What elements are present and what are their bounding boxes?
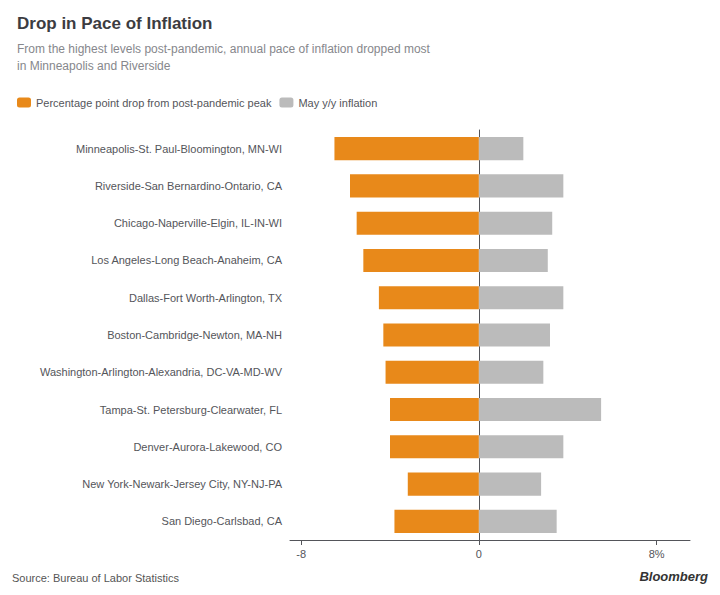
- svg-text:San Diego-Carlsbad, CA: San Diego-Carlsbad, CA: [162, 515, 283, 527]
- svg-text:8%: 8%: [649, 548, 665, 560]
- svg-text:Dallas-Fort Worth-Arlington, T: Dallas-Fort Worth-Arlington, TX: [129, 292, 283, 304]
- svg-text:Tampa-St. Petersburg-Clearwate: Tampa-St. Petersburg-Clearwater, FL: [100, 404, 282, 416]
- svg-text:Denver-Aurora-Lakewood, CO: Denver-Aurora-Lakewood, CO: [133, 441, 282, 453]
- svg-text:in Minneapolis and Riverside: in Minneapolis and Riverside: [17, 59, 171, 73]
- svg-text:Riverside-San Bernardino-Ontar: Riverside-San Bernardino-Ontario, CA: [95, 180, 283, 192]
- svg-text:Percentage point drop from pos: Percentage point drop from post-pandemic…: [36, 97, 272, 109]
- svg-text:Drop in Pace of Inflation: Drop in Pace of Inflation: [17, 14, 213, 33]
- svg-text:Chicago-Naperville-Elgin, IL-I: Chicago-Naperville-Elgin, IL-IN-WI: [114, 217, 282, 229]
- svg-text:From the highest levels post-p: From the highest levels post-pandemic, a…: [17, 42, 431, 56]
- svg-text:Los Angeles-Long Beach-Anaheim: Los Angeles-Long Beach-Anaheim, CA: [91, 254, 282, 266]
- svg-text:0: 0: [476, 548, 482, 560]
- svg-text:New York-Newark-Jersey City, N: New York-Newark-Jersey City, NY-NJ-PA: [82, 478, 282, 490]
- svg-text:Bloomberg: Bloomberg: [639, 569, 708, 584]
- svg-text:-8: -8: [296, 548, 306, 560]
- svg-text:Washington-Arlington-Alexandri: Washington-Arlington-Alexandria, DC-VA-M…: [40, 366, 283, 378]
- svg-text:Minneapolis-St. Paul-Bloomingt: Minneapolis-St. Paul-Bloomington, MN-WI: [76, 143, 282, 155]
- svg-text:Boston-Cambridge-Newton, MA-NH: Boston-Cambridge-Newton, MA-NH: [107, 329, 282, 341]
- svg-text:May y/y inflation: May y/y inflation: [298, 97, 377, 109]
- svg-text:Source: Bureau of Labor Statis: Source: Bureau of Labor Statistics: [12, 572, 179, 584]
